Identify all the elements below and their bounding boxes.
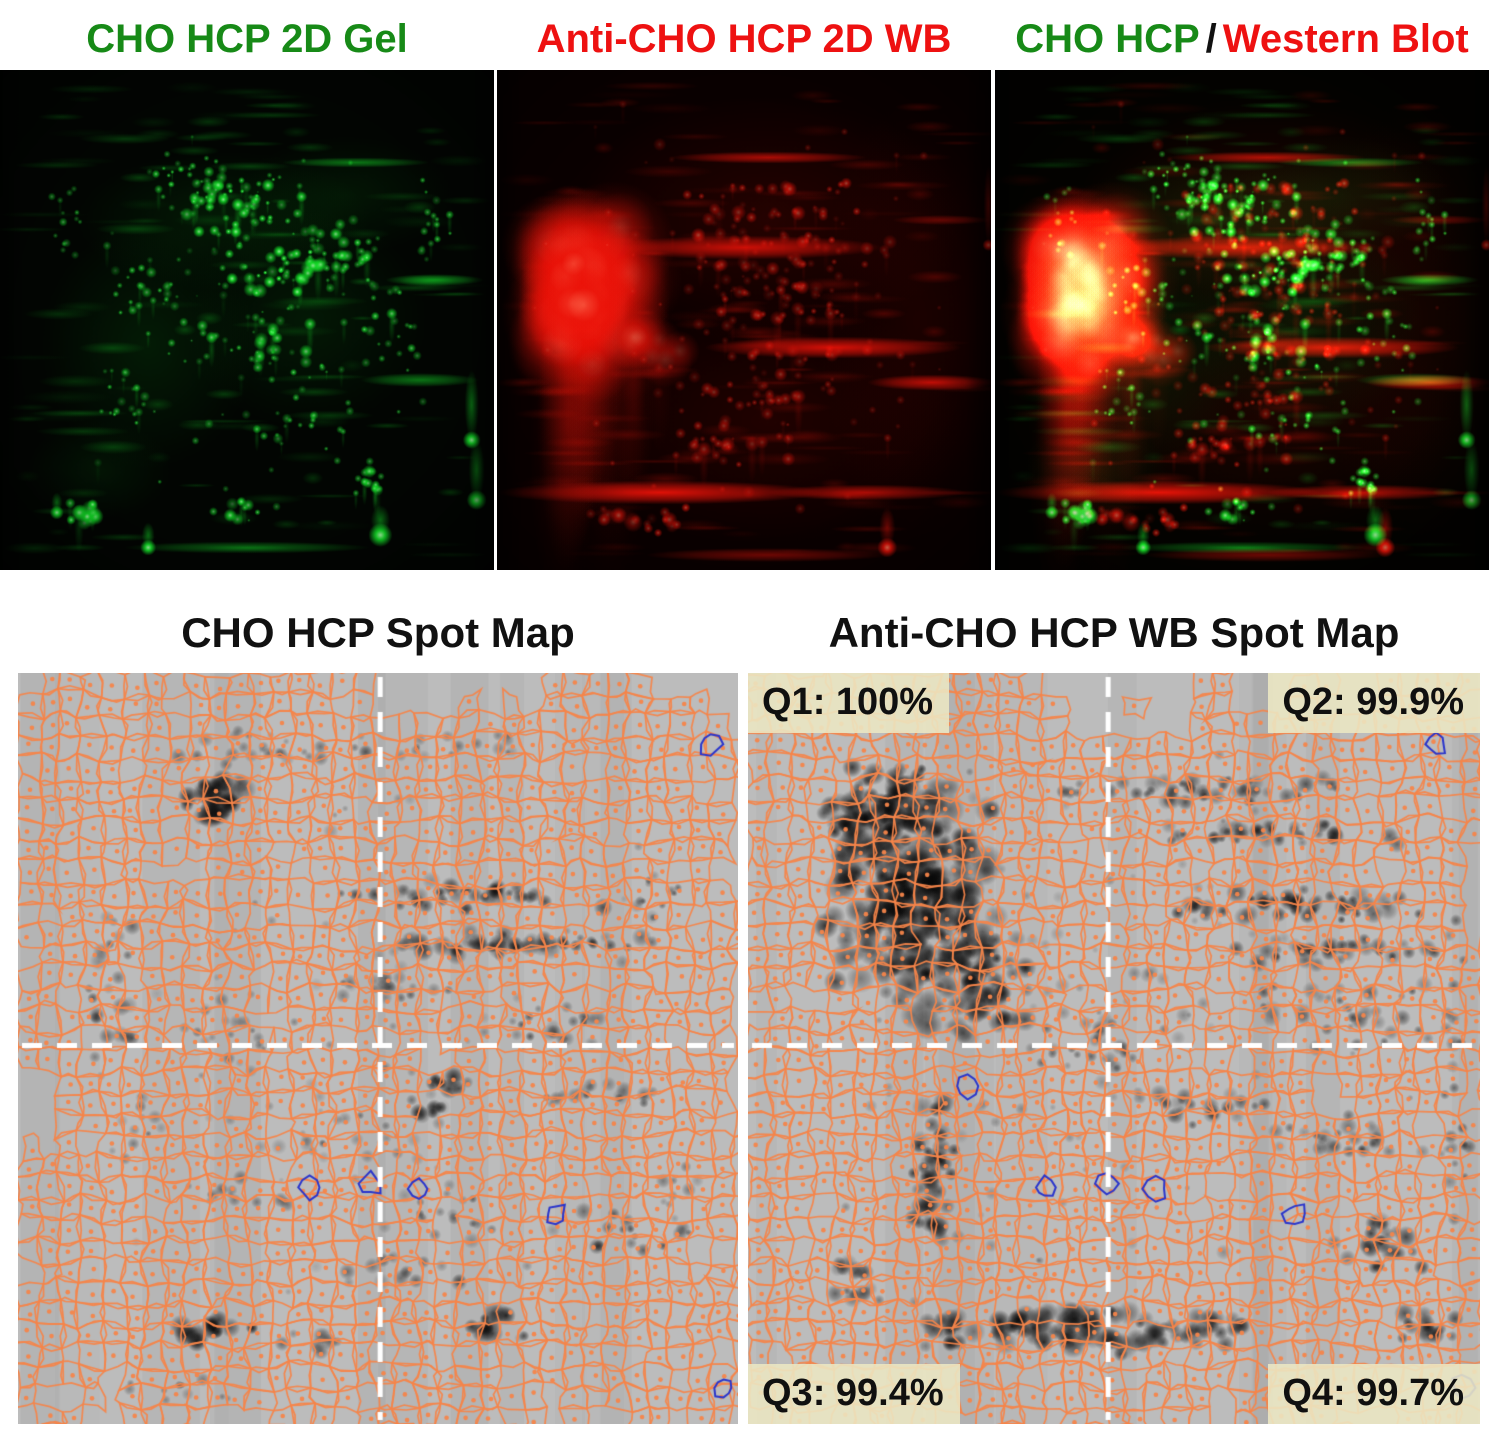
overlay-panel-title: CHO HCP / Western Blot — [995, 14, 1489, 66]
wb-spot-map-image — [748, 673, 1480, 1424]
wb-spot-map-title: Anti-CHO HCP WB Spot Map — [828, 609, 1400, 656]
quadrant-label-q4: Q4: 99.7% — [1268, 1364, 1480, 1424]
overlay-image — [995, 70, 1489, 570]
gel-spot-map-title: CHO HCP Spot Map — [181, 609, 575, 656]
quadrant-label-q3: Q3: 99.4% — [748, 1364, 960, 1424]
overlay-title-separator: / — [1205, 17, 1217, 61]
quadrant-label-q1: Q1: 100% — [748, 673, 950, 733]
gel-spot-map-image — [18, 673, 738, 1424]
gel-image — [0, 70, 494, 570]
wb-image — [497, 70, 991, 570]
gel-panel-title: CHO HCP 2D Gel — [86, 17, 408, 61]
quadrant-label-q2: Q2: 99.9% — [1268, 673, 1480, 733]
wb-panel-title: Anti-CHO HCP 2D WB — [536, 17, 952, 61]
overlay-title-wb-part: Western Blot — [1222, 17, 1469, 61]
overlay-title-gel-part: CHO HCP — [1015, 17, 1200, 61]
